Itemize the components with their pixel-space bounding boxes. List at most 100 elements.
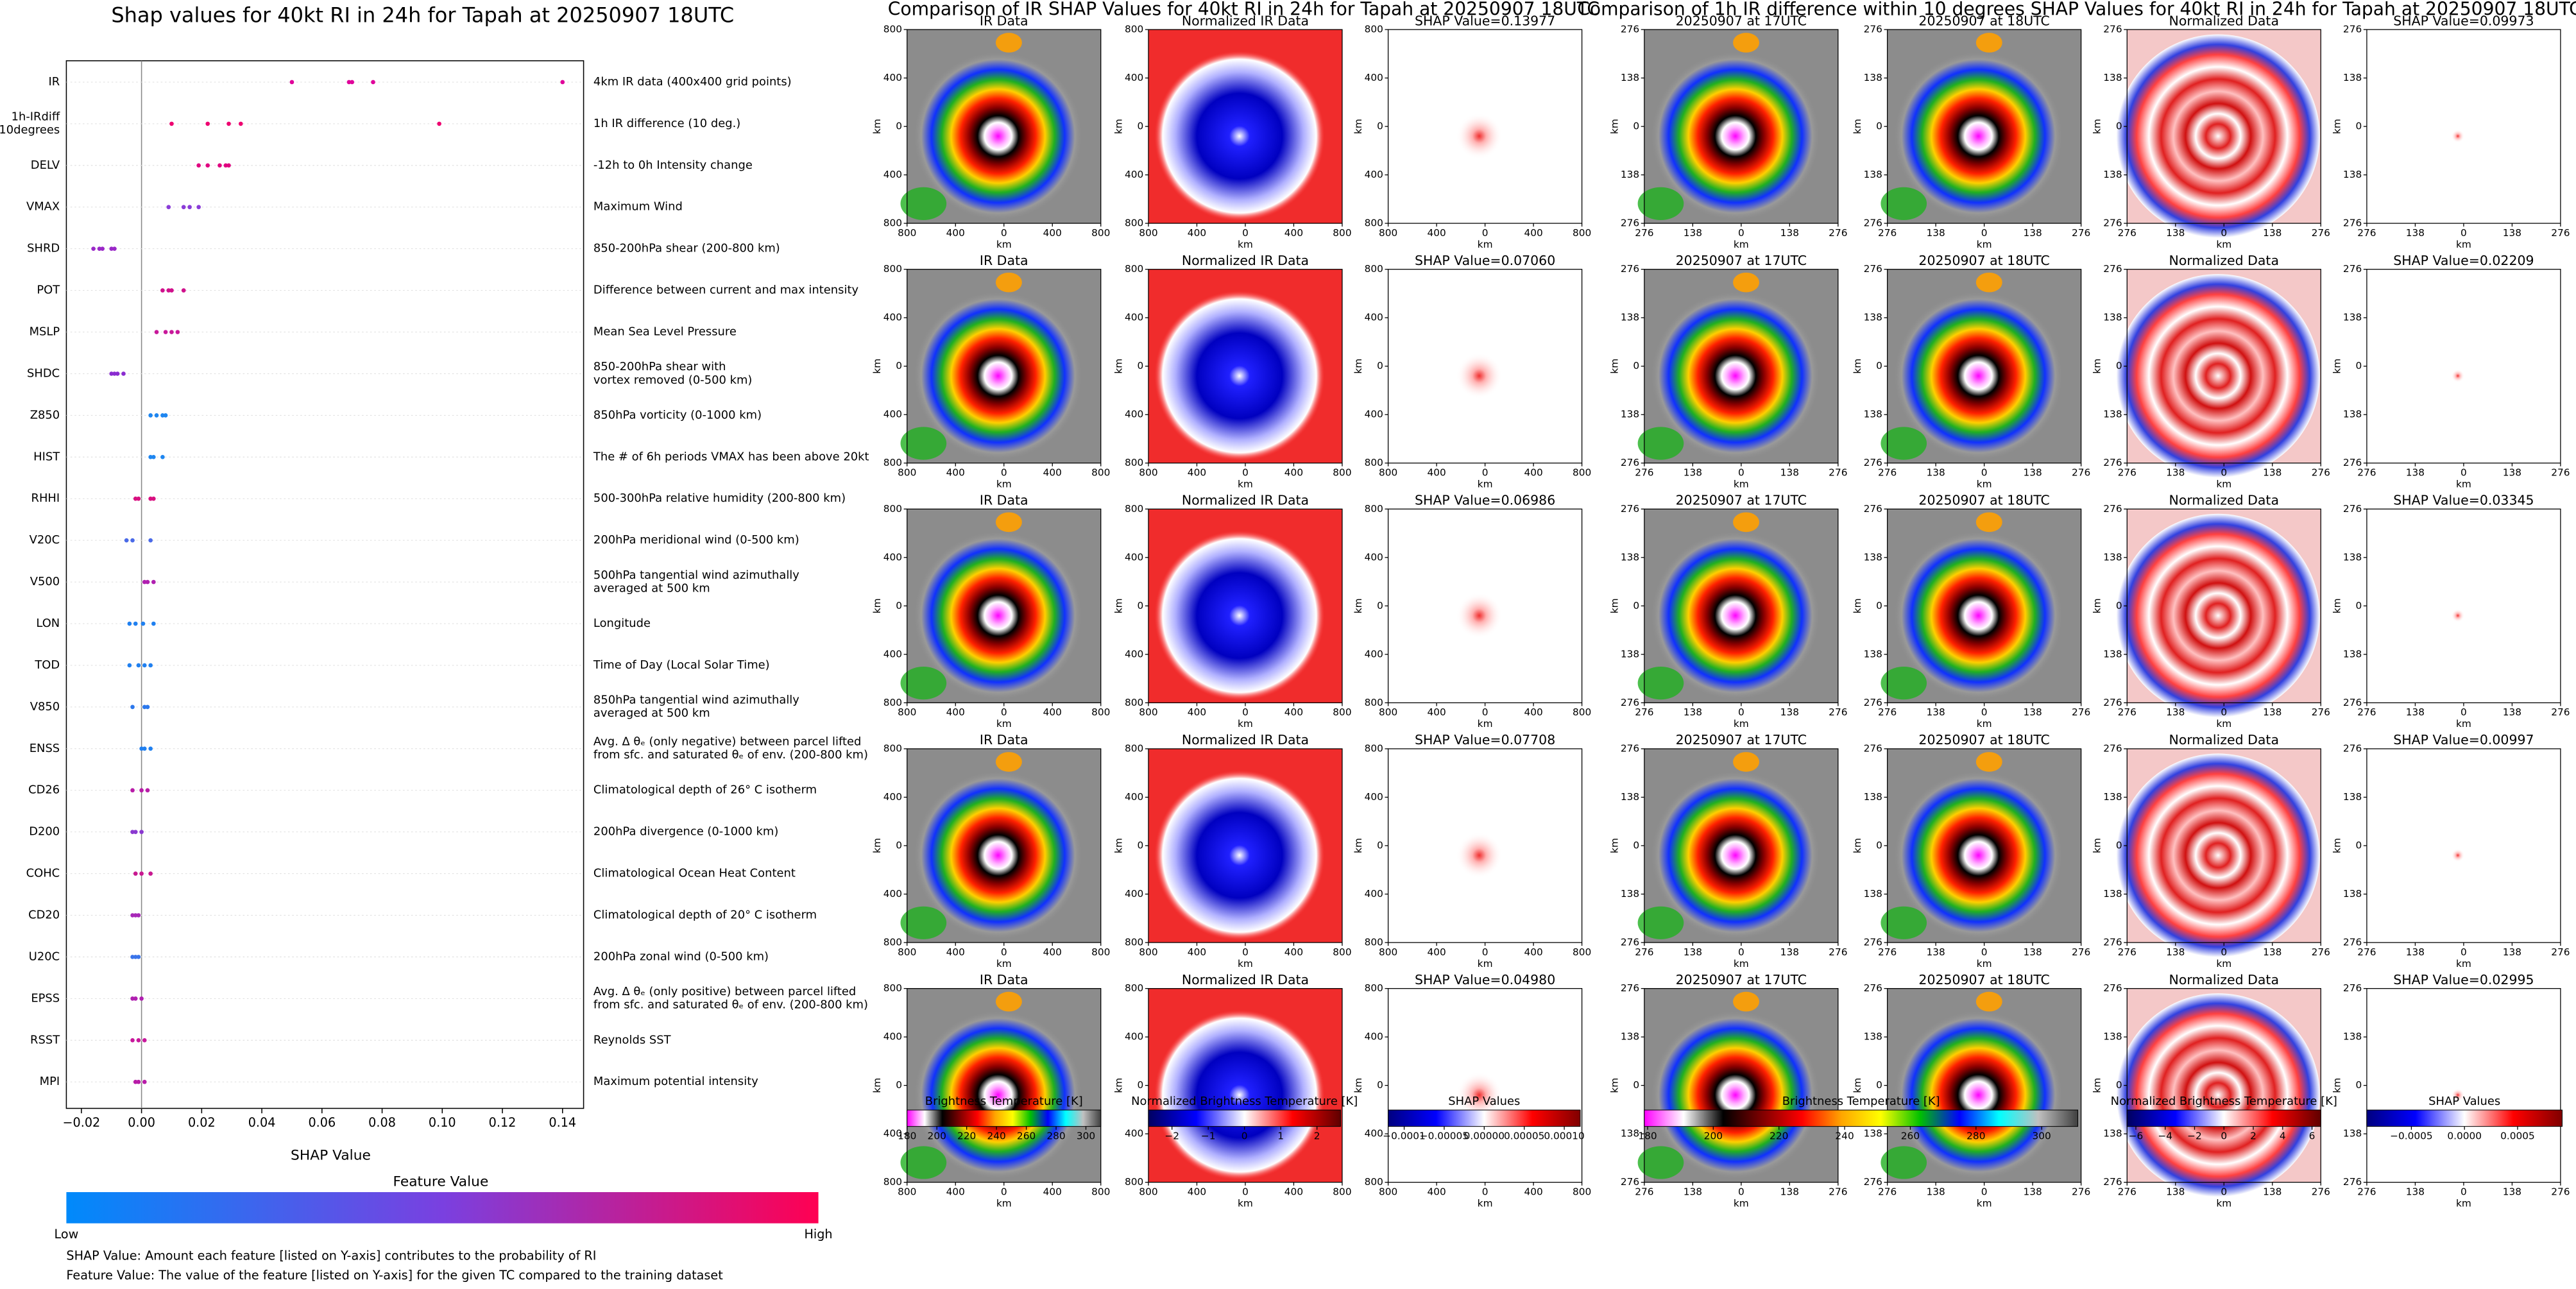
image-panel — [1387, 508, 1583, 703]
feature-description: The # of 6h periods VMAX has been above … — [593, 450, 869, 463]
y-tick-label: 400 — [883, 409, 902, 420]
colorbar-tick-label: −0.0005 — [2390, 1130, 2433, 1141]
image-feature — [1881, 906, 1927, 939]
panel-title: IR Data — [980, 732, 1028, 747]
y-tick-label: 138 — [1864, 72, 1882, 83]
y-tick-label: 276 — [1864, 457, 1882, 468]
y-tick-label: 138 — [1864, 312, 1882, 323]
image-panel — [1148, 508, 1343, 703]
y-tick-label: 800 — [1125, 743, 1143, 755]
image-feature — [900, 427, 947, 460]
shap-point — [142, 704, 147, 710]
x-axis-label: km — [1238, 478, 1253, 490]
x-tick-label: 276 — [1635, 227, 1653, 239]
panel-title: 20250907 at 17UTC — [1676, 493, 1807, 508]
x-tick-label: 138 — [2503, 706, 2521, 718]
image-panel — [1637, 508, 1839, 703]
shap-point — [139, 788, 144, 793]
colorbar-tick-label: 280 — [1046, 1130, 1065, 1141]
shap-point — [100, 246, 105, 252]
category-label: LON — [36, 617, 60, 630]
x-tick-label: 276 — [1829, 946, 1847, 958]
x-tick-label: 400 — [1284, 946, 1303, 958]
x-tick-label: 138 — [2166, 1186, 2185, 1198]
x-tick-label: 800 — [1379, 227, 1397, 239]
y-axis-label: km — [1852, 359, 1863, 374]
x-tick-label: 138 — [2166, 946, 2185, 958]
x-tick-label: 138 — [2023, 706, 2042, 718]
y-tick-label: 400 — [883, 791, 902, 803]
y-tick-label: 276 — [2343, 218, 2362, 229]
y-tick-label: 800 — [1125, 263, 1143, 275]
shap-point — [127, 621, 132, 626]
feature-description: 1h IR difference (10 deg.) — [593, 117, 740, 130]
image-panel — [1881, 29, 2082, 224]
image-panel — [1637, 29, 1839, 224]
image-feature — [2451, 369, 2465, 383]
y-axis-label: km — [1352, 838, 1364, 853]
shap-point — [437, 121, 441, 126]
image-feature — [1154, 770, 1325, 941]
y-tick-label: 276 — [2343, 982, 2362, 994]
x-tick-label: 0 — [2221, 946, 2227, 958]
shap-point — [169, 288, 174, 293]
y-tick-label: 800 — [1365, 1176, 1383, 1188]
y-tick-label: 0 — [896, 840, 902, 851]
image-feature — [1456, 113, 1503, 159]
shap-point — [133, 913, 138, 918]
panel-title: SHAP Value=0.13977 — [1415, 13, 1555, 28]
feature-description: Climatological Ocean Heat Content — [593, 867, 796, 880]
image-background — [2366, 269, 2561, 463]
category-label: VMAX — [26, 200, 60, 214]
y-tick-label: 400 — [883, 312, 902, 323]
shap-point — [121, 371, 126, 376]
shap-point — [133, 871, 138, 876]
x-tick-label: 138 — [2503, 946, 2521, 958]
category-label: CD20 — [28, 909, 60, 922]
x-tick-label: 0 — [1981, 706, 1988, 718]
x-tick-label: 138 — [1684, 227, 1702, 239]
x-tick-label: 0 — [1242, 227, 1249, 239]
x-tick-label: 138 — [2503, 467, 2521, 479]
panel-title: SHAP Value=0.03345 — [2393, 493, 2534, 508]
x-tick-label: 400 — [946, 706, 965, 718]
x-tick-label: 800 — [1573, 1186, 1591, 1198]
x-tick-label: 400 — [1524, 227, 1542, 239]
y-tick-label: 400 — [883, 551, 902, 563]
x-tick-label: 276 — [1635, 946, 1653, 958]
colorbar-tick-label: −6 — [2129, 1130, 2144, 1141]
x-tick-label: 0 — [1981, 227, 1988, 239]
image-panel — [2366, 29, 2561, 224]
image-feature — [1637, 1146, 1684, 1179]
image-feature — [995, 33, 1022, 53]
shap-point — [151, 454, 156, 459]
y-tick-label: 276 — [2103, 1176, 2122, 1188]
x-tick-label: 276 — [2072, 1186, 2090, 1198]
x-tick-label: 276 — [1829, 227, 1847, 239]
y-tick-label: 400 — [883, 169, 902, 180]
image-panel — [900, 988, 1102, 1183]
feature-description: 200hPa divergence (0-1000 km) — [593, 825, 778, 839]
y-tick-label: 400 — [1125, 648, 1143, 660]
y-axis-label: km — [1352, 598, 1364, 613]
y-tick-label: 276 — [1864, 263, 1882, 275]
x-tick-label: 400 — [1427, 1186, 1446, 1198]
image-feature — [1456, 352, 1503, 399]
y-tick-label: 0 — [2116, 1079, 2122, 1091]
panel-title: Normalized IR Data — [1182, 253, 1309, 268]
y-tick-label: 276 — [2343, 743, 2362, 755]
y-tick-label: 0 — [1377, 121, 1383, 132]
y-axis-label: km — [1608, 838, 1620, 853]
image-panel — [1881, 508, 2082, 703]
category-label: MPI — [40, 1075, 60, 1088]
x-tick-label: 276 — [1829, 706, 1847, 718]
x-axis-label: km — [1977, 958, 1992, 969]
y-tick-label: 400 — [883, 888, 902, 900]
y-tick-label: 800 — [1125, 1176, 1143, 1188]
shap-point — [145, 704, 150, 710]
colorbar-tick-label: 0 — [2221, 1130, 2227, 1141]
x-tick-label: 800 — [1139, 467, 1157, 479]
y-tick-label: 400 — [1125, 791, 1143, 803]
shap-point — [112, 371, 117, 376]
image-feature — [1975, 752, 2002, 772]
